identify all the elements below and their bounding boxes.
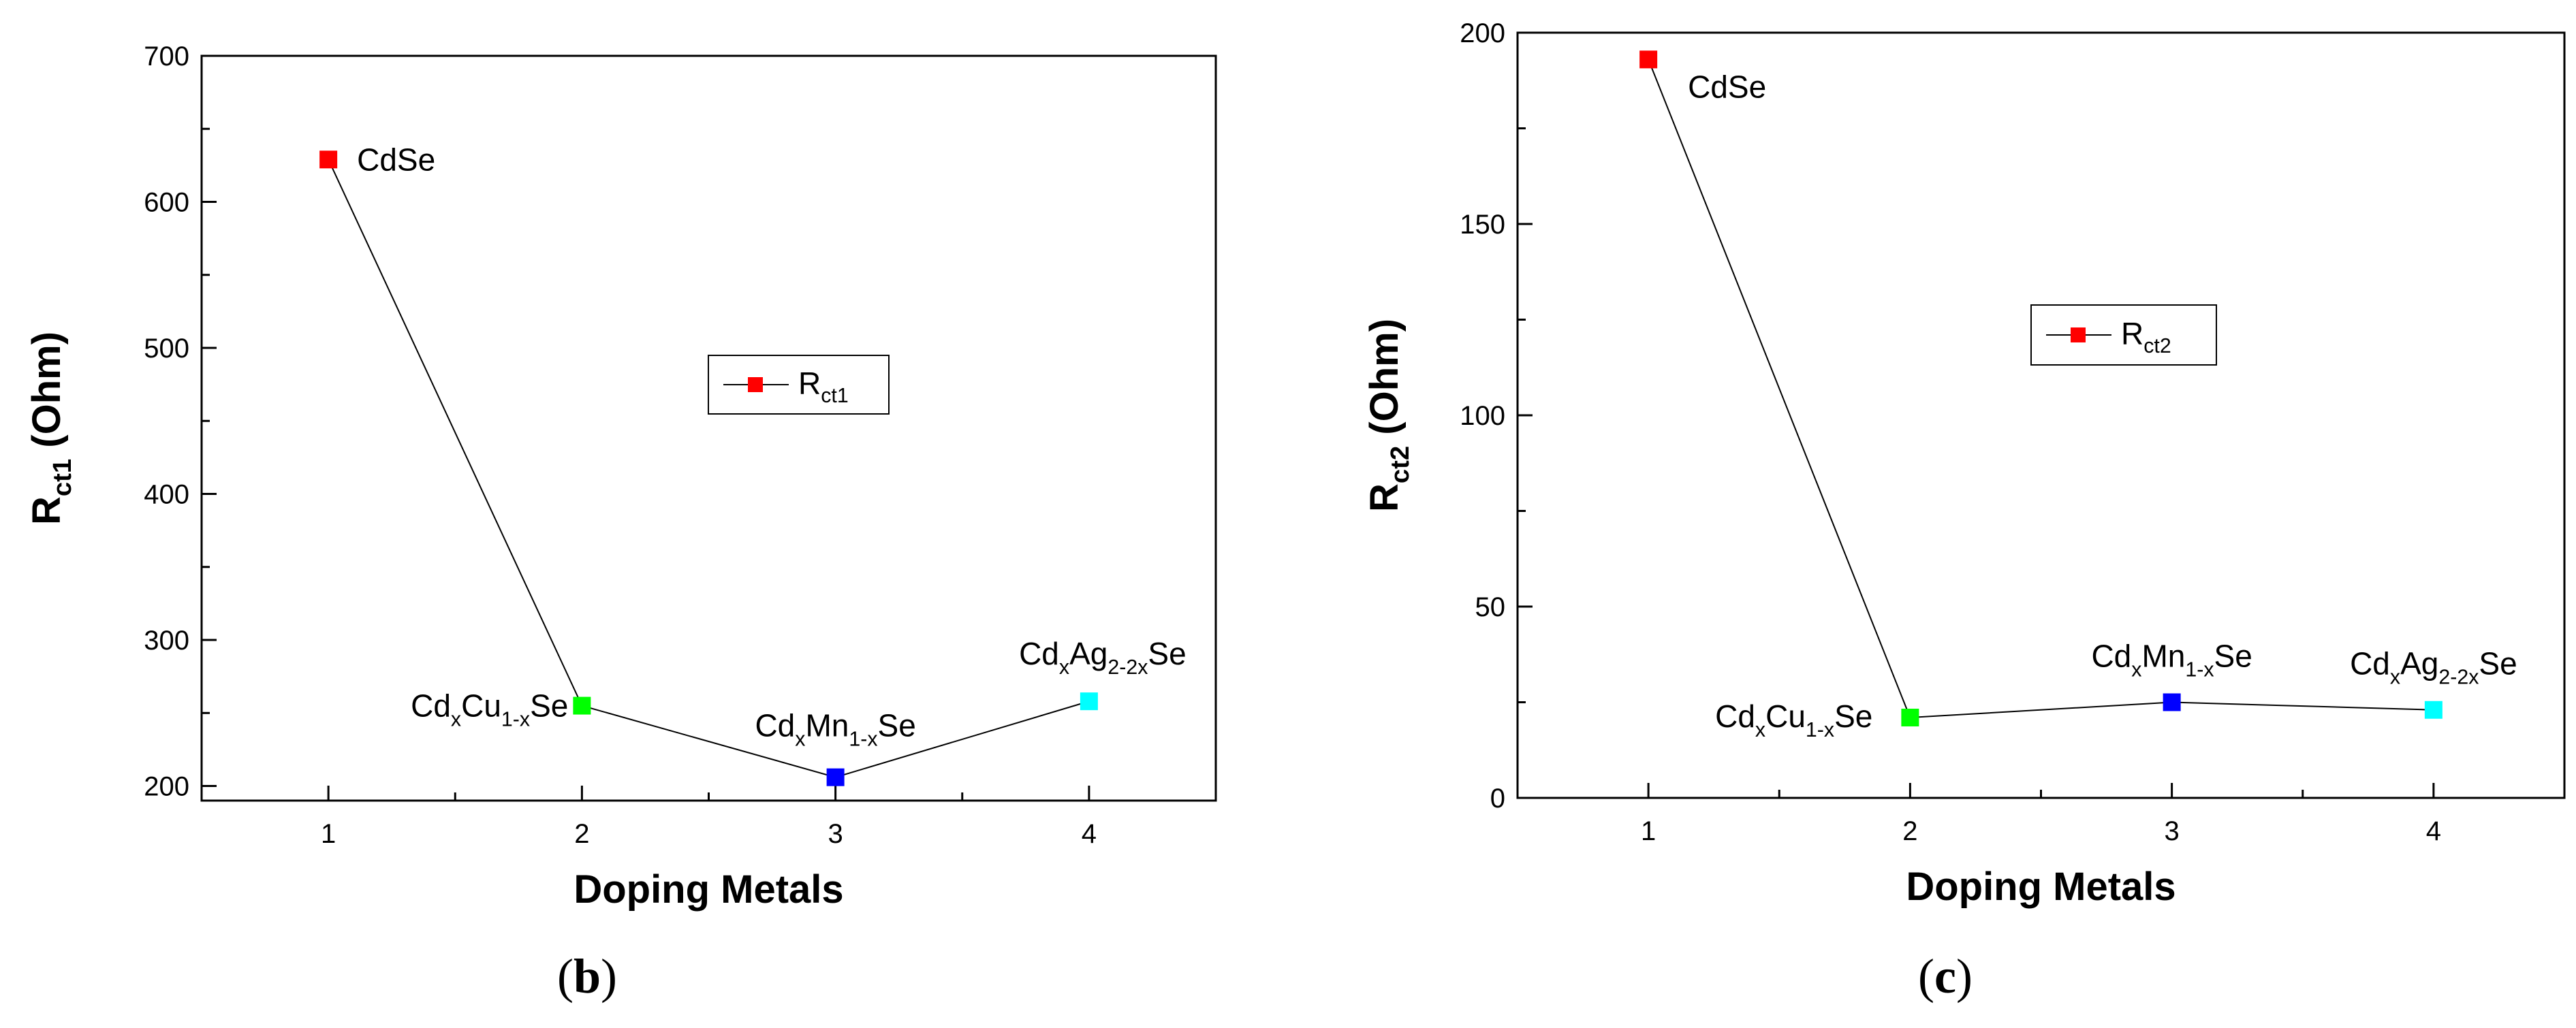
x-tick-label: 2	[574, 819, 589, 849]
point-label: CdxAg2-2xSe	[2350, 646, 2517, 689]
x-axis-title: Doping Metals	[574, 867, 843, 912]
x-axis-title: Doping Metals	[1906, 865, 2176, 909]
y-axis-title: Rct1 (Ohm)	[25, 332, 77, 525]
plot-frame	[1516, 31, 2566, 799]
y-tick-label: 100	[1460, 401, 1505, 431]
chart-panel-b: 200 300 400 500 600 700 1 2 3 4 Doping Metals Rct1 …	[25, 42, 1217, 1003]
x-tick-label: 3	[828, 819, 843, 849]
y-tick-label: 600	[144, 188, 189, 218]
series-line	[328, 159, 1090, 778]
point-label: CdxCu1-xSe	[1715, 698, 1872, 741]
series-line	[1648, 59, 2434, 719]
data-point-4	[2424, 701, 2443, 719]
data-point-4	[1080, 692, 1098, 711]
data-point-2	[573, 696, 591, 715]
panel-label: (c)	[1918, 949, 1973, 1003]
x-tick-label: 1	[321, 819, 336, 849]
point-label: CdSe	[357, 142, 435, 177]
point-label: CdxCu1-xSe	[411, 688, 568, 731]
y-tick-label: 400	[144, 480, 189, 510]
x-tick-label: 4	[2426, 816, 2441, 846]
y-tick-label: 50	[1475, 592, 1506, 622]
data-point-1	[319, 150, 338, 169]
data-point-3	[826, 768, 845, 786]
x-tick-label: 4	[1082, 819, 1097, 849]
point-label: CdxMn1-xSe	[755, 708, 915, 751]
x-tick-label: 1	[1641, 816, 1656, 846]
x-tick-label: 3	[2165, 816, 2180, 846]
y-tick-label: 700	[144, 42, 189, 71]
legend: Rct2	[2030, 304, 2217, 366]
x-tick-label: 2	[1902, 816, 1917, 846]
y-tick-label: 200	[144, 772, 189, 802]
legend-label: Rct2	[2121, 316, 2171, 357]
data-point-3	[2163, 693, 2181, 711]
panel-label: (b)	[557, 949, 617, 1003]
y-tick-label: 0	[1490, 784, 1505, 814]
data-point-1	[1639, 50, 1658, 69]
legend-label: Rct1	[798, 366, 849, 407]
chart-panel-c: 0 50 100 150 200 1 2 3 4 Doping Metals Rct2 (Ohm) C…	[1362, 18, 2566, 1003]
point-label: CdxAg2-2xSe	[1019, 636, 1187, 679]
y-tick-label: 150	[1460, 210, 1505, 240]
y-tick-label: 500	[144, 334, 189, 364]
legend-marker	[748, 377, 763, 392]
legend: Rct1	[708, 355, 890, 415]
data-point-2	[1901, 708, 1919, 726]
plot-frame	[200, 54, 1217, 802]
point-label: CdSe	[1688, 69, 1766, 104]
y-tick-label: 300	[144, 626, 189, 656]
y-tick-label: 200	[1460, 18, 1505, 48]
legend-marker	[2071, 327, 2086, 342]
point-label: CdxMn1-xSe	[2091, 639, 2252, 681]
y-axis-title: Rct2 (Ohm)	[1362, 319, 1415, 512]
